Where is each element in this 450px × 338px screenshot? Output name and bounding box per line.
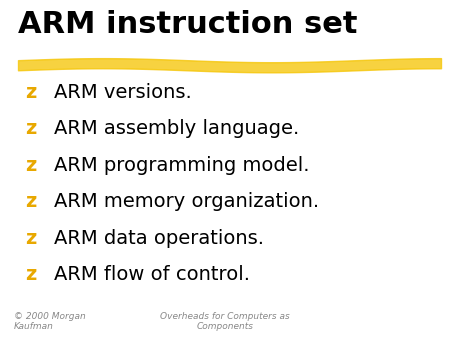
Text: z: z xyxy=(25,83,36,102)
Text: z: z xyxy=(25,229,36,248)
Text: ARM memory organization.: ARM memory organization. xyxy=(54,192,319,211)
Text: © 2000 Morgan
Kaufman: © 2000 Morgan Kaufman xyxy=(14,312,85,331)
Text: ARM flow of control.: ARM flow of control. xyxy=(54,265,250,284)
Text: ARM assembly language.: ARM assembly language. xyxy=(54,119,299,138)
Text: ARM programming model.: ARM programming model. xyxy=(54,156,310,175)
Text: z: z xyxy=(25,119,36,138)
Text: ARM versions.: ARM versions. xyxy=(54,83,192,102)
Text: ARM instruction set: ARM instruction set xyxy=(18,10,357,39)
Text: Overheads for Computers as
Components: Overheads for Computers as Components xyxy=(160,312,290,331)
Text: z: z xyxy=(25,265,36,284)
Text: z: z xyxy=(25,156,36,175)
Text: z: z xyxy=(25,192,36,211)
Text: ARM data operations.: ARM data operations. xyxy=(54,229,264,248)
